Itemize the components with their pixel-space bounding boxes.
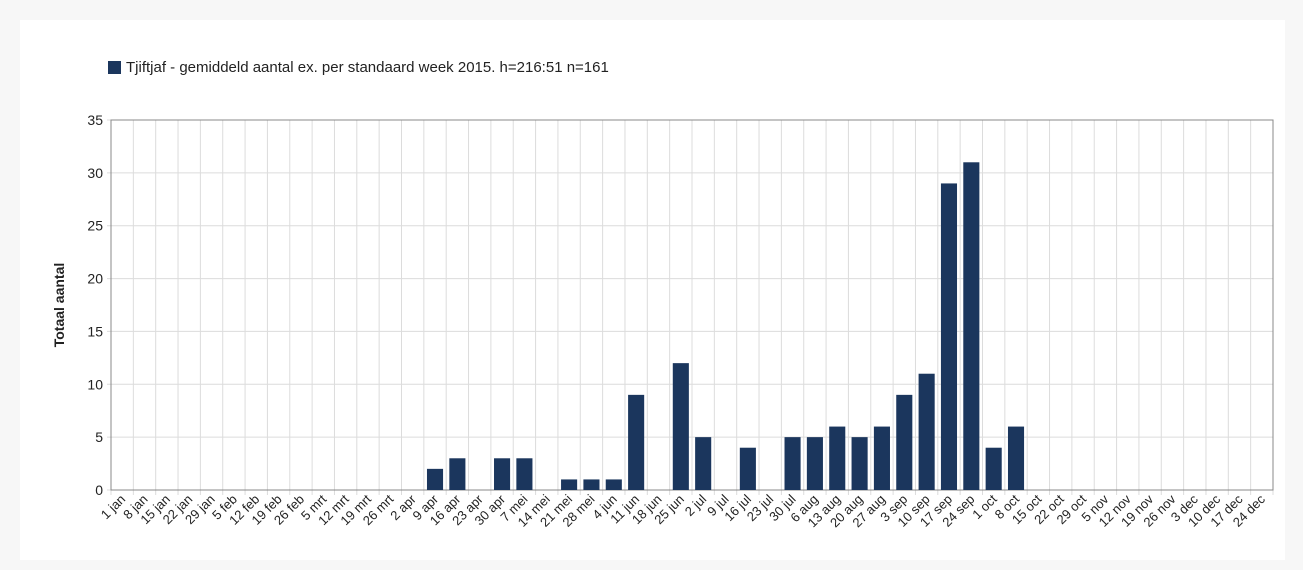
y-tick-label: 15 (87, 323, 103, 339)
bar (605, 479, 622, 490)
y-tick-label: 30 (87, 165, 103, 181)
bar (695, 437, 712, 490)
bar (739, 447, 756, 490)
bar (561, 479, 578, 490)
y-axis-label: Totaal aantal (51, 263, 67, 348)
bar (985, 447, 1002, 490)
plot-border (110, 119, 1274, 491)
bar (1007, 426, 1025, 490)
y-tick-label: 5 (95, 429, 103, 445)
bar (806, 437, 823, 490)
bar (583, 479, 600, 490)
y-tick-label: 35 (87, 112, 103, 128)
panel (20, 20, 1285, 560)
bar (873, 426, 890, 490)
bar (963, 162, 980, 491)
bar (494, 458, 511, 490)
bar (672, 363, 689, 490)
y-tick-label: 10 (87, 376, 103, 392)
bar (829, 426, 846, 490)
bar (896, 394, 913, 490)
y-tick-label: 20 (87, 271, 103, 287)
bar (426, 468, 444, 490)
bar (918, 373, 935, 490)
bar (784, 437, 801, 490)
y-tick-label: 25 (87, 218, 103, 234)
bar (516, 458, 533, 490)
y-tick-label: 0 (95, 482, 103, 498)
legend-label: Tjiftjaf - gemiddeld aantal ex. per stan… (126, 59, 609, 76)
bar (851, 437, 868, 490)
bar (449, 458, 466, 490)
legend-swatch (108, 61, 121, 74)
bar (940, 183, 958, 490)
bar (628, 394, 645, 490)
